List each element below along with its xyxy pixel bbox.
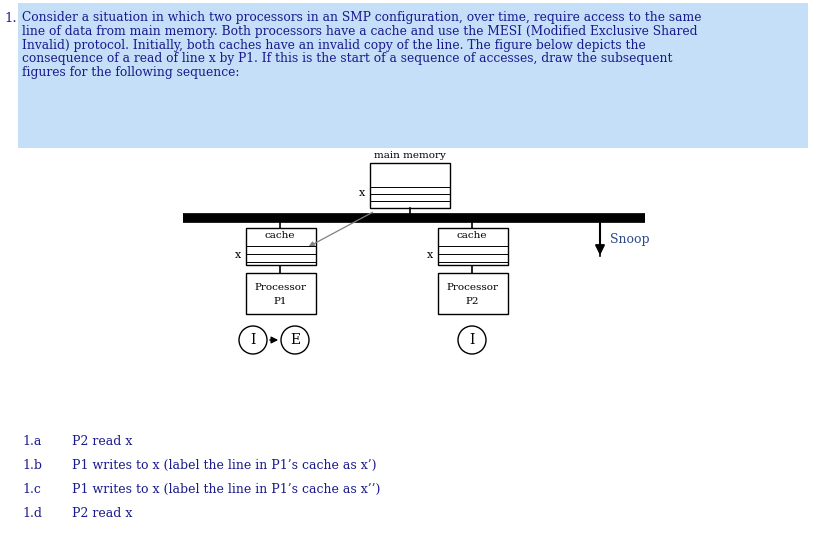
Text: 1.c: 1.c xyxy=(22,483,41,496)
Text: Invalid) protocol. Initially, both caches have an invalid copy of the line. The : Invalid) protocol. Initially, both cache… xyxy=(22,38,645,52)
Bar xyxy=(246,228,316,265)
Bar xyxy=(18,3,808,148)
Text: main memory: main memory xyxy=(374,151,446,160)
Text: P1 writes to x (label the line in P1’s cache as x’’): P1 writes to x (label the line in P1’s c… xyxy=(72,483,380,496)
Text: P1 writes to x (label the line in P1’s cache as x’): P1 writes to x (label the line in P1’s c… xyxy=(72,459,376,472)
Text: x: x xyxy=(235,250,241,260)
Text: Processor: Processor xyxy=(446,282,498,291)
Text: cache: cache xyxy=(264,231,295,241)
Circle shape xyxy=(239,326,267,354)
Text: Consider a situation in which two processors in an SMP configuration, over time,: Consider a situation in which two proces… xyxy=(22,11,702,24)
Circle shape xyxy=(281,326,309,354)
Text: 1.: 1. xyxy=(4,12,16,25)
Text: I: I xyxy=(469,333,475,347)
Text: cache: cache xyxy=(457,231,487,241)
Text: Snoop: Snoop xyxy=(610,234,650,246)
Text: x: x xyxy=(427,250,433,260)
Bar xyxy=(438,228,508,265)
Text: Processor: Processor xyxy=(254,282,306,291)
Circle shape xyxy=(458,326,486,354)
Text: I: I xyxy=(251,333,255,347)
Text: line of data from main memory. Both processors have a cache and use the MESI (Mo: line of data from main memory. Both proc… xyxy=(22,25,698,38)
Text: P2 read x: P2 read x xyxy=(72,435,132,448)
Bar xyxy=(438,273,508,314)
Text: consequence of a read of line x by P1. If this is the start of a sequence of acc: consequence of a read of line x by P1. I… xyxy=(22,52,672,66)
Bar xyxy=(246,273,316,314)
Text: P2: P2 xyxy=(465,296,479,305)
Text: P2 read x: P2 read x xyxy=(72,507,132,520)
Text: figures for the following sequence:: figures for the following sequence: xyxy=(22,66,240,79)
Text: 1.a: 1.a xyxy=(22,435,42,448)
Text: x: x xyxy=(359,188,365,198)
Text: 1.b: 1.b xyxy=(22,459,42,472)
Text: E: E xyxy=(290,333,300,347)
Bar xyxy=(370,163,450,208)
Text: 1.d: 1.d xyxy=(22,507,42,520)
Text: P1: P1 xyxy=(273,296,286,305)
